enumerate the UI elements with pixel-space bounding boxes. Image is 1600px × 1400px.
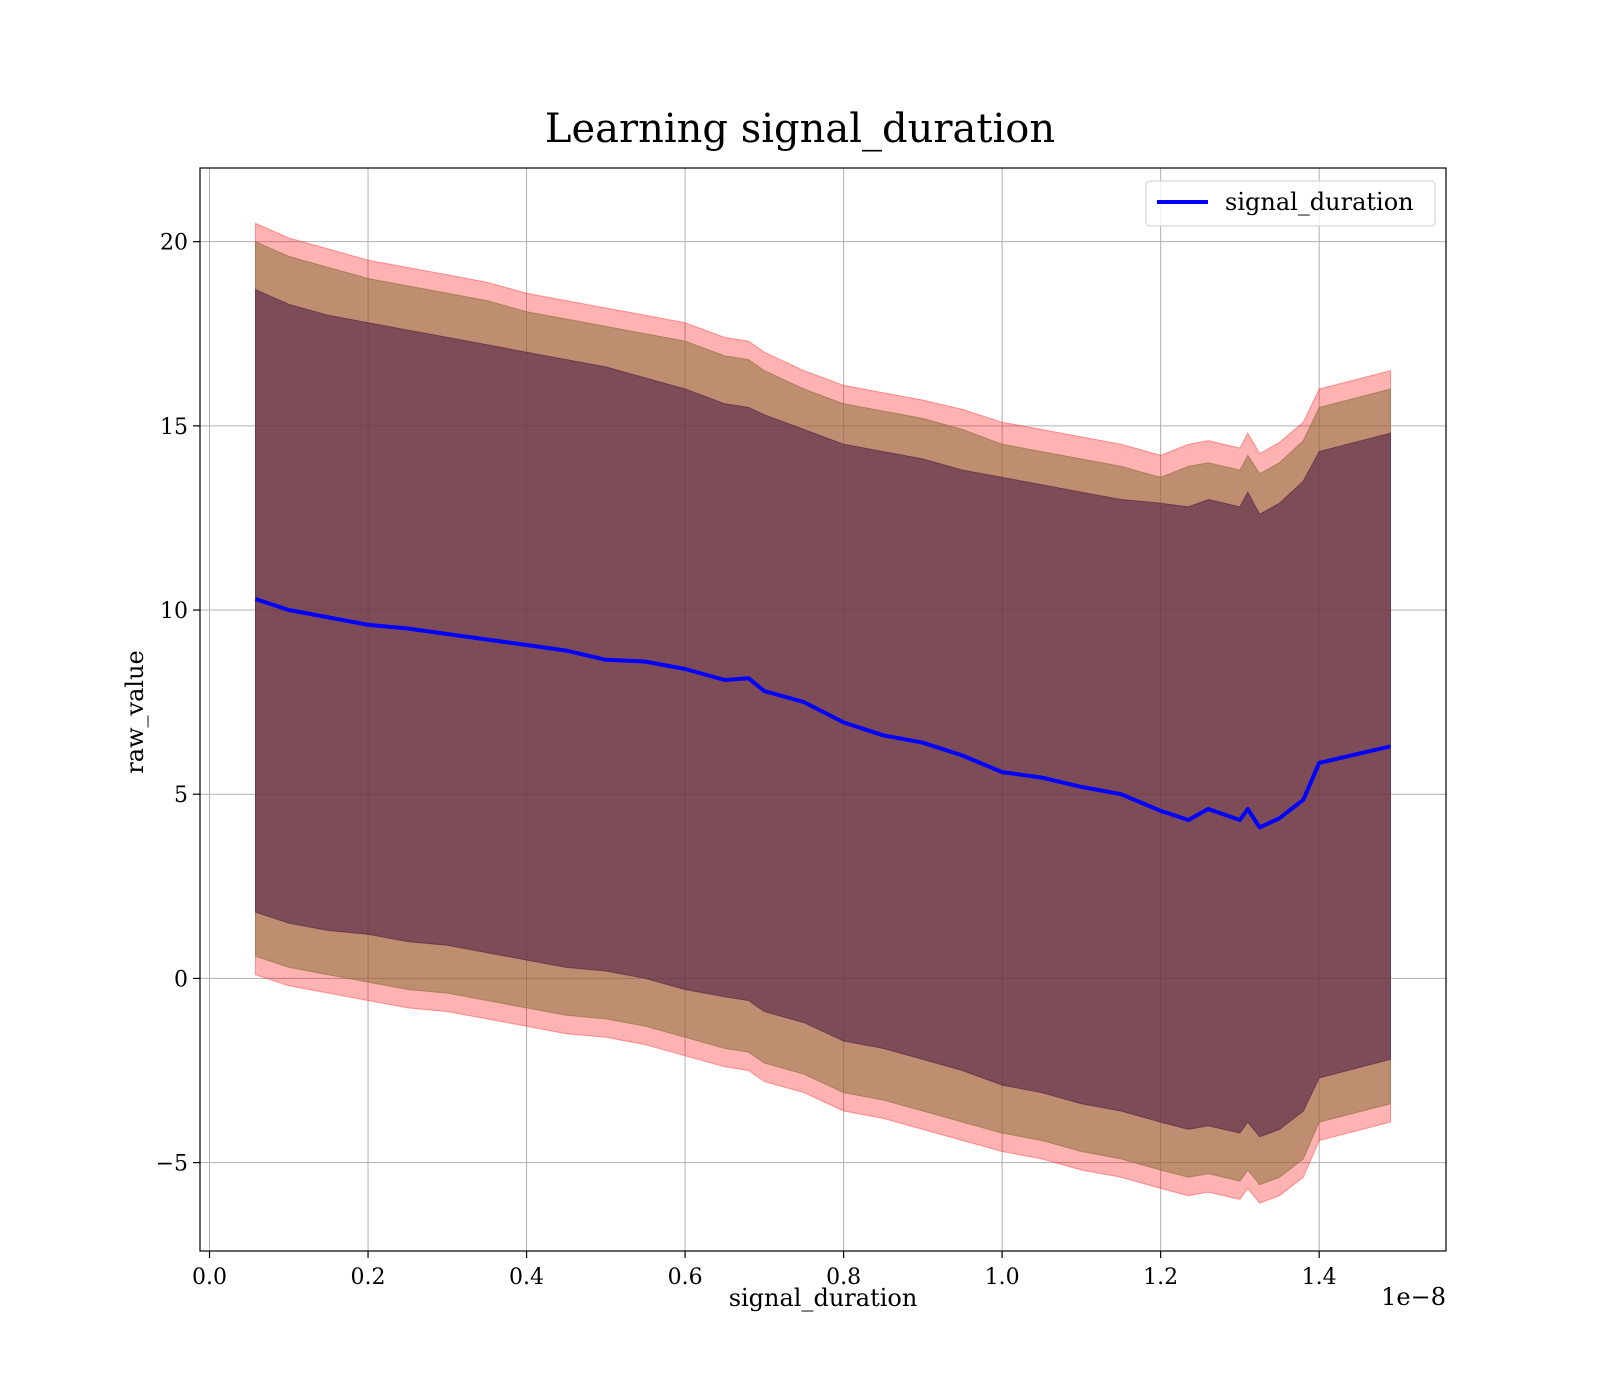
y-tick-label: 0	[174, 967, 188, 992]
x-axis-label: signal_duration	[729, 1284, 918, 1312]
y-tick-label: −5	[156, 1152, 188, 1177]
plot-frame	[199, 167, 1447, 1252]
legend-label-signal-duration: signal_duration	[1225, 188, 1414, 216]
x-axis: 0.0 0.2 0.4 0.6 0.8 1.0 1.2 1.4	[192, 1251, 1337, 1290]
y-tick-label: 20	[160, 231, 188, 256]
y-tick-label: 5	[174, 783, 188, 808]
series-lines	[254, 597, 1391, 830]
legend-box	[1145, 180, 1436, 227]
legend: signal_duration	[1145, 180, 1436, 227]
x-tick-label: 1.2	[1143, 1265, 1178, 1290]
y-axis-label: raw_value	[121, 650, 149, 774]
x-tick-label: 0.0	[192, 1265, 227, 1290]
y-tick-label: 10	[160, 599, 188, 624]
x-tick-label: 0.6	[668, 1265, 703, 1290]
series-line-signal-duration	[254, 597, 1391, 830]
x-tick-label: 0.4	[509, 1265, 544, 1290]
x-tick-label: 1.4	[1302, 1265, 1337, 1290]
y-tick-label: 15	[160, 415, 188, 440]
x-axis-offset-label: 1e−8	[1381, 1283, 1446, 1311]
x-tick-label: 0.2	[351, 1265, 386, 1290]
chart-title: Learning signal_duration	[545, 106, 1055, 152]
y-axis: −5 0 5 10 15 20	[156, 231, 200, 1177]
x-tick-label: 1.0	[985, 1265, 1020, 1290]
x-tick-label: 0.8	[826, 1265, 861, 1290]
